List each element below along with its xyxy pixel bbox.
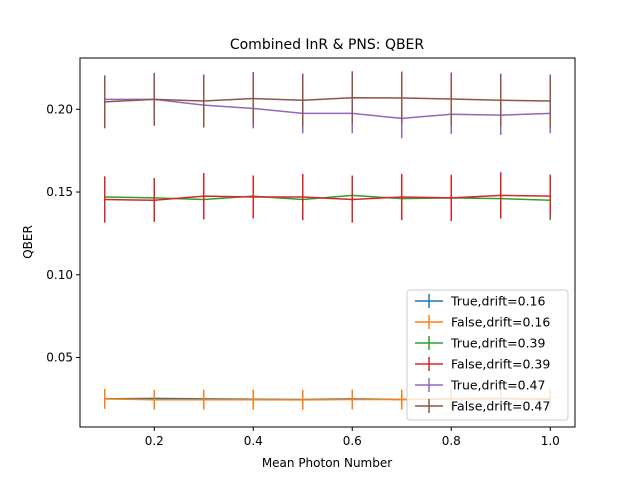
x-tick-label: 1.0 [541,434,560,448]
legend-item: True,drift=0.39 [415,336,546,351]
y-tick-label: 0.10 [46,268,73,282]
chart-title: Combined InR & PNS: QBER [230,37,425,53]
legend-label: True,drift=0.47 [450,378,545,393]
x-tick-label: 0.8 [442,434,461,448]
legend-item: False,drift=0.47 [415,399,550,414]
x-tick-label: 0.4 [244,434,263,448]
series-line [104,96,551,103]
legend-label: False,drift=0.16 [451,315,550,330]
legend-box [406,289,569,421]
legend-label: False,drift=0.39 [451,357,550,372]
y-tick-label: 0.15 [46,185,73,199]
y-tick-label: 0.05 [46,351,73,365]
legend-label: False,drift=0.47 [451,399,550,414]
legend-item: False,drift=0.39 [415,357,550,372]
series-5 [104,71,551,129]
legend-item: True,drift=0.47 [415,378,545,393]
series-line [104,194,551,202]
x-axis-label: Mean Photon Number [262,456,392,470]
series-3 [104,172,551,223]
legend-item: True,drift=0.16 [415,294,546,309]
legend: True,drift=0.16 False,drift=0.16 True,drif… [406,289,569,421]
plot-frame [79,57,576,428]
x-tick-label: 0.6 [343,434,362,448]
legend-label: True,drift=0.16 [450,294,546,309]
axis-ticks: 0.2 0.4 0.6 0.8 1.0 0.05 0.10 0.15 0.20 [46,102,560,448]
x-tick-label: 0.2 [145,434,164,448]
y-axis-label: QBER [21,225,35,259]
legend-label: True,drift=0.39 [450,336,546,351]
series-line [104,98,551,120]
legend-item: False,drift=0.16 [415,315,550,330]
y-tick-label: 0.20 [46,102,73,116]
